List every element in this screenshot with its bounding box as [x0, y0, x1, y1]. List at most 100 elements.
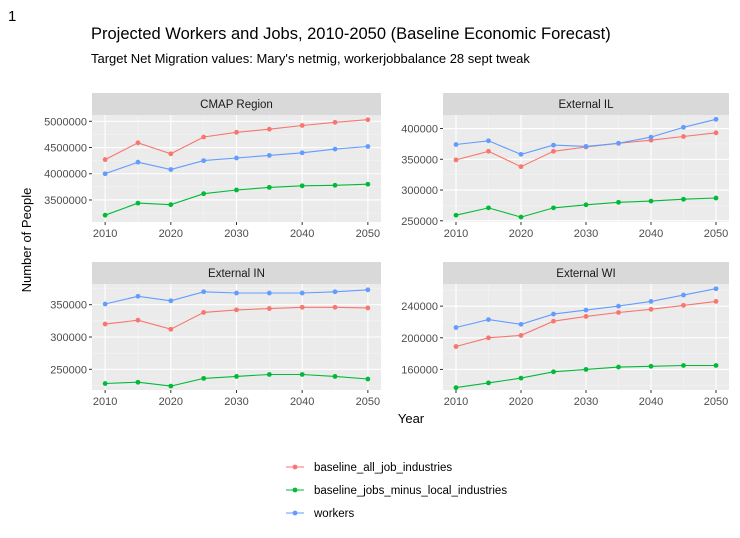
data-point-baseline-all-job-industries	[453, 157, 459, 163]
y-tick-label: 250000	[50, 364, 87, 376]
legend-label-baseline-all-job-industries: baseline_all_job_industries	[314, 462, 452, 474]
data-point-baseline-jobs-minus-local-industries	[713, 363, 719, 368]
data-point-baseline-all-job-industries	[299, 123, 305, 128]
data-point-baseline-jobs-minus-local-industries	[332, 374, 338, 379]
data-point-workers	[681, 292, 686, 298]
data-point-workers	[299, 150, 305, 156]
data-point-baseline-all-job-industries	[551, 318, 556, 324]
data-point-workers	[551, 142, 556, 148]
x-tick-label: 2010	[444, 228, 468, 240]
data-point-workers	[234, 290, 239, 296]
y-tick-label: 350000	[50, 300, 87, 312]
data-point-workers	[201, 289, 207, 295]
data-point-workers	[518, 151, 524, 157]
data-point-baseline-jobs-minus-local-industries	[365, 181, 371, 187]
data-point-workers	[486, 138, 491, 144]
data-point-workers	[365, 287, 371, 293]
data-point-baseline-all-job-industries	[299, 304, 305, 310]
data-point-baseline-all-job-industries	[168, 326, 174, 332]
data-point-baseline-jobs-minus-local-industries	[583, 367, 589, 372]
data-point-workers	[648, 134, 654, 140]
data-point-workers	[616, 303, 621, 309]
facet-strip-label: CMAP Region	[200, 99, 273, 111]
y-tick-label: 5000000	[44, 116, 87, 128]
data-point-baseline-jobs-minus-local-industries	[135, 200, 141, 206]
data-point-workers	[551, 311, 556, 317]
data-point-baseline-all-job-industries	[234, 307, 239, 313]
data-point-baseline-jobs-minus-local-industries	[266, 372, 272, 377]
data-point-workers	[234, 155, 239, 161]
data-point-workers	[168, 298, 174, 304]
legend-key-point	[292, 510, 298, 516]
x-tick-label: 2040	[290, 228, 314, 240]
data-point-baseline-all-job-industries	[168, 151, 174, 157]
legend-key-point	[292, 487, 298, 493]
data-point-baseline-all-job-industries	[713, 299, 719, 304]
data-point-workers	[102, 301, 108, 307]
data-point-baseline-jobs-minus-local-industries	[583, 202, 589, 208]
data-point-baseline-all-job-industries	[102, 321, 108, 327]
data-point-workers	[681, 124, 686, 130]
panel-external-in: External IN 250000 300000 350000 2010 2020 203…	[50, 262, 381, 408]
data-point-workers	[713, 286, 719, 292]
data-point-baseline-all-job-industries	[486, 148, 491, 154]
data-point-workers	[168, 167, 174, 172]
x-tick-label: 2040	[639, 228, 663, 240]
data-point-baseline-all-job-industries	[365, 305, 371, 311]
data-point-baseline-all-job-industries	[365, 117, 371, 123]
data-point-baseline-jobs-minus-local-industries	[102, 212, 108, 218]
x-tick-label: 2030	[574, 228, 598, 240]
facet-strip-label: External WI	[556, 268, 615, 280]
data-point-baseline-jobs-minus-local-industries	[551, 369, 556, 375]
y-tick-label: 250000	[401, 216, 438, 228]
data-point-workers	[648, 299, 654, 304]
facet-strip	[443, 262, 729, 284]
panel-external-il: External IL 250000 300000 350000 400000 2010 2…	[401, 93, 729, 240]
data-point-baseline-all-job-industries	[453, 344, 459, 349]
data-point-baseline-jobs-minus-local-industries	[365, 376, 371, 382]
data-point-baseline-jobs-minus-local-industries	[201, 375, 207, 381]
data-point-baseline-all-job-industries	[135, 317, 141, 323]
data-point-workers	[486, 317, 491, 322]
y-tick-label: 4500000	[44, 143, 87, 155]
data-point-workers	[201, 158, 207, 164]
data-point-baseline-jobs-minus-local-industries	[168, 383, 174, 389]
facet-panels: CMAP Region 3500000 4000000 4500000 5000000 2…	[44, 93, 729, 408]
data-point-baseline-jobs-minus-local-industries	[266, 184, 272, 190]
data-point-baseline-all-job-industries	[201, 134, 207, 140]
data-point-baseline-all-job-industries	[266, 126, 272, 132]
x-tick-label: 2050	[356, 396, 380, 408]
panel-external-wi: External WI 160000 200000 240000 2010 2020 203…	[401, 262, 729, 408]
data-point-baseline-all-job-industries	[201, 310, 207, 315]
x-tick-label: 2030	[224, 228, 248, 240]
data-point-workers	[266, 152, 272, 158]
data-point-baseline-jobs-minus-local-industries	[299, 183, 305, 189]
data-point-baseline-all-job-industries	[616, 310, 621, 315]
data-point-baseline-jobs-minus-local-industries	[201, 191, 207, 197]
data-point-baseline-jobs-minus-local-industries	[135, 379, 141, 385]
data-point-workers	[583, 307, 589, 313]
y-tick-label: 400000	[401, 124, 438, 136]
data-point-workers	[332, 289, 338, 295]
y-tick-label: 3500000	[44, 195, 87, 207]
panel-cmap-region: CMAP Region 3500000 4000000 4500000 5000000 2…	[44, 93, 381, 240]
x-tick-label: 2020	[159, 396, 183, 408]
data-point-baseline-jobs-minus-local-industries	[616, 364, 621, 370]
y-tick-label: 350000	[401, 154, 438, 166]
data-point-workers	[616, 140, 621, 146]
data-point-baseline-jobs-minus-local-industries	[518, 214, 524, 220]
chart-subtitle: Target Net Migration values: Mary's netm…	[91, 51, 530, 66]
x-tick-label: 2040	[639, 396, 663, 408]
data-point-baseline-jobs-minus-local-industries	[486, 205, 491, 211]
data-point-baseline-jobs-minus-local-industries	[551, 205, 556, 211]
data-point-baseline-jobs-minus-local-industries	[681, 363, 686, 368]
data-point-workers	[453, 142, 459, 147]
y-axis-label: Number of People	[19, 188, 34, 293]
data-point-baseline-all-job-industries	[681, 302, 686, 308]
x-tick-label: 2050	[704, 228, 728, 240]
x-tick-label: 2010	[93, 396, 117, 408]
data-point-baseline-all-job-industries	[518, 164, 524, 170]
data-point-workers	[518, 321, 524, 327]
x-axis-label: Year	[398, 411, 425, 426]
facet-strip	[92, 262, 381, 284]
